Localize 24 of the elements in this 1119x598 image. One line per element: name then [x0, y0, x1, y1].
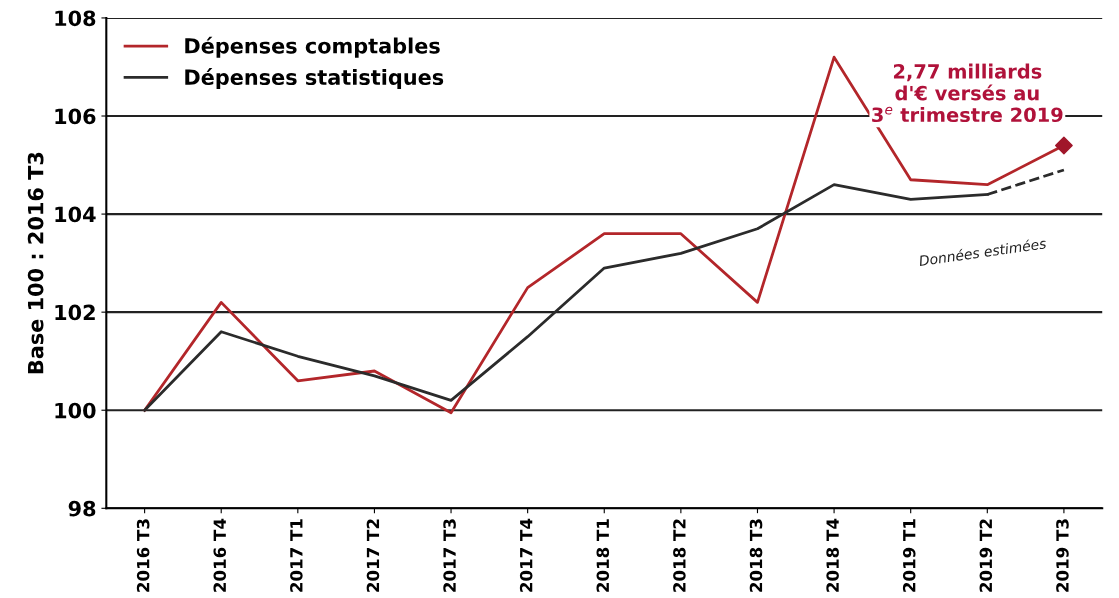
- legend-label: Dépenses statistiques: [185, 68, 444, 90]
- x-tick-label: 2016 T4: [213, 518, 227, 592]
- annotation: 2,77 milliards d'€ versés au 3$^{e}$ trimestre 2019: [872, 63, 1063, 123]
- annotation: Données estimées: [918, 237, 1047, 267]
- x-tick-label: 2018 T1: [596, 519, 610, 592]
- y-tick-label: 102: [55, 304, 95, 321]
- x-tick-label: 2019 T1: [902, 519, 916, 592]
- y-tick-label: 100: [55, 402, 96, 419]
- x-tick-label: 2019 T3: [1056, 519, 1069, 592]
- x-tick-label: 2018 T3: [749, 519, 763, 592]
- x-tick-label: 2018 T2: [673, 519, 686, 592]
- y-tick-label: 108: [55, 10, 96, 27]
- y-tick-label: 106: [55, 108, 96, 125]
- y-axis-title: Base 100 : 2016 T3: [27, 152, 44, 374]
- x-tick-label: 2019 T2: [979, 519, 993, 592]
- x-tick-label: 2017 T3: [443, 519, 456, 592]
- y-tick-label: 104: [55, 206, 96, 223]
- x-tick-label: 2017 T1: [290, 519, 303, 592]
- y-tick-label: 98: [68, 500, 96, 517]
- legend-label: Dépenses comptables: [185, 36, 440, 58]
- x-tick-label: 2017 T4: [519, 518, 533, 592]
- x-tick-label: 2018 T4: [826, 518, 839, 592]
- x-tick-label: 2017 T2: [366, 519, 380, 592]
- x-tick-label: 2016 T3: [136, 519, 150, 592]
